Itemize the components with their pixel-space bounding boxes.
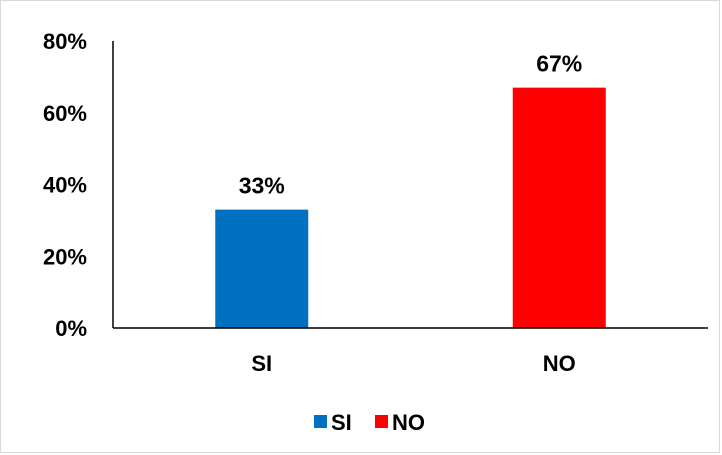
x-axis-labels: SI NO <box>251 351 575 376</box>
data-label-no: 67% <box>536 51 582 77</box>
x-tick-label-si: SI <box>251 351 272 376</box>
y-tick-label: 80% <box>43 29 87 54</box>
legend: SI NO <box>314 410 425 435</box>
y-tick-label: 40% <box>43 173 87 198</box>
x-tick-label-no: NO <box>543 351 576 376</box>
legend-label-no: NO <box>392 410 425 435</box>
y-tick-label: 20% <box>43 244 87 269</box>
y-tick-label: 60% <box>43 101 87 126</box>
legend-swatch-no <box>375 415 388 428</box>
data-labels: 33% 67% <box>239 51 583 199</box>
bars <box>215 87 606 328</box>
legend-label-si: SI <box>331 410 352 435</box>
y-axis-ticks: 0% 20% 40% 60% 80% <box>43 29 87 341</box>
data-label-si: 33% <box>239 173 285 199</box>
y-tick-label: 0% <box>55 316 87 341</box>
legend-swatch-si <box>314 415 327 428</box>
bar-no <box>512 87 606 328</box>
bar-si <box>215 209 309 328</box>
